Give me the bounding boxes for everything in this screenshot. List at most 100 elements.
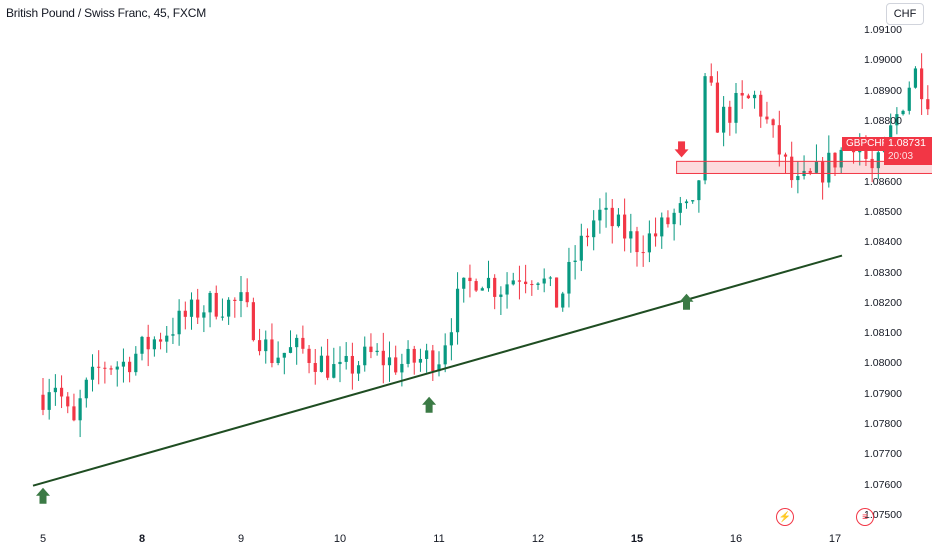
chart-title: British Pound / Swiss Franc, 45, FXCM: [6, 6, 206, 20]
candle-body: [796, 176, 800, 181]
candle-body: [381, 350, 385, 366]
economic-event-icon[interactable]: ≡: [856, 508, 874, 526]
candle-body: [443, 345, 447, 365]
candle-body: [251, 302, 255, 341]
candle-body: [561, 293, 565, 308]
price-tick: 1.08200: [864, 296, 902, 309]
price-tick: 1.08300: [864, 266, 902, 279]
candle-body: [177, 310, 181, 335]
candle-body: [783, 154, 788, 157]
trendline: [32, 254, 843, 487]
candle-body: [115, 366, 119, 370]
price-tick: 1.08100: [864, 327, 902, 340]
candle-body: [356, 365, 361, 374]
candle-body: [864, 147, 868, 159]
candle-body: [53, 387, 57, 393]
candle-body: [505, 284, 509, 295]
candle-body: [47, 392, 51, 410]
candle-body: [876, 152, 880, 169]
candle-body: [814, 161, 819, 173]
candle-body: [462, 277, 466, 289]
candle-body: [301, 337, 305, 349]
candle-body: [140, 336, 144, 354]
candle-body: [288, 347, 293, 353]
candle-body: [616, 214, 621, 227]
candle-body: [189, 299, 194, 317]
price-tick: 1.08500: [864, 205, 902, 218]
time-tick: 10: [333, 533, 347, 545]
candle-body: [511, 280, 515, 285]
candle-body: [493, 277, 497, 297]
candle-body: [684, 201, 689, 204]
candle-body: [567, 261, 571, 294]
candle-body: [276, 357, 280, 364]
candle-body: [486, 277, 491, 289]
resistance-zone: [676, 160, 932, 174]
candle-body: [554, 277, 559, 308]
candle-body: [152, 339, 156, 350]
candle-body: [66, 396, 70, 407]
currency-button[interactable]: CHF: [886, 3, 924, 25]
candle-body: [257, 340, 262, 352]
candle-body: [641, 252, 645, 254]
candle-body: [350, 355, 354, 374]
up-arrow-icon: [36, 487, 50, 504]
candle-body: [480, 288, 484, 291]
candle-body: [697, 180, 701, 201]
candle-body: [72, 406, 76, 421]
candle-body: [171, 334, 175, 336]
candle-body: [530, 284, 534, 286]
time-tick: 17: [828, 533, 842, 545]
candle-body: [752, 94, 757, 99]
candle-body: [542, 278, 546, 284]
candle-body: [59, 387, 64, 397]
candle-body: [790, 156, 794, 181]
candle-body: [474, 281, 478, 291]
candle-body: [709, 76, 713, 83]
candle-body: [771, 119, 775, 126]
candle-body: [437, 364, 441, 372]
candle-body: [585, 235, 590, 238]
time-tick: 9: [237, 533, 245, 545]
candle-body: [295, 337, 299, 348]
candle-body: [344, 355, 348, 362]
symbol-label: GBPCHF: [842, 137, 892, 151]
candle-body: [517, 280, 522, 282]
candle-body: [183, 310, 187, 317]
candle-body: [455, 288, 460, 333]
candle-body: [202, 312, 206, 318]
candle-body: [103, 367, 107, 369]
candle-body: [660, 217, 664, 237]
candle-body: [165, 335, 169, 342]
candle-body: [728, 106, 732, 123]
price-tick: 1.07900: [864, 387, 902, 400]
candle-body: [635, 231, 639, 253]
price-tick: 1.08900: [864, 84, 902, 97]
candle-body: [282, 352, 286, 358]
price-tick: 1.08600: [864, 175, 902, 188]
lightning-icon[interactable]: ⚡: [776, 508, 794, 526]
candle-body: [313, 362, 317, 372]
candle-body: [196, 299, 200, 318]
candle-body: [610, 207, 614, 227]
candle-body: [326, 355, 330, 378]
time-tick: 11: [433, 533, 445, 545]
candle-body: [41, 394, 45, 410]
candle-body: [406, 348, 410, 364]
last-price-value: 1.08731: [888, 137, 926, 149]
candle-body: [369, 346, 373, 353]
candle-body: [703, 76, 707, 181]
candles-layer: [41, 53, 930, 438]
candle-body: [449, 332, 453, 346]
candle-body: [239, 292, 243, 301]
candle-body: [400, 363, 404, 373]
candle-body: [524, 281, 528, 285]
candle-body: [592, 220, 596, 238]
candle-body: [573, 260, 577, 262]
price-tick: 1.08800: [864, 114, 902, 127]
price-tick: 1.09000: [864, 54, 902, 67]
candle-body: [691, 200, 695, 202]
candle-body: [84, 379, 88, 399]
time-tick: 5: [39, 533, 47, 545]
